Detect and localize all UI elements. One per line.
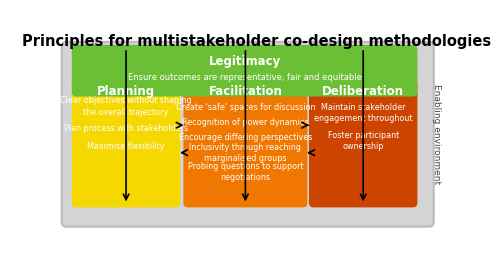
FancyBboxPatch shape (184, 79, 308, 207)
Text: Enabling environment: Enabling environment (432, 84, 442, 184)
Text: Clear objectives without shaping
the overall trajectory: Clear objectives without shaping the ove… (60, 97, 192, 117)
FancyBboxPatch shape (72, 79, 180, 207)
Text: Plan process with stakeholders: Plan process with stakeholders (64, 124, 188, 133)
Text: Foster participant
ownership: Foster participant ownership (328, 131, 399, 151)
Text: Probing questions to support
negotiations: Probing questions to support negotiation… (188, 162, 303, 182)
Text: Encourage differing perspectives: Encourage differing perspectives (178, 133, 312, 142)
Text: Maintain stakeholder
engagement throughout: Maintain stakeholder engagement througho… (314, 103, 412, 123)
Text: Ensure outcomes are representative, fair and equitable: Ensure outcomes are representative, fair… (128, 73, 362, 82)
Text: Inclusivity through reaching
marginalised groups: Inclusivity through reaching marginalise… (190, 143, 302, 163)
Text: Deliberation: Deliberation (322, 85, 404, 98)
Text: Recognition of power dynamics: Recognition of power dynamics (182, 118, 308, 127)
Text: Maximise flexibility: Maximise flexibility (88, 142, 165, 151)
FancyBboxPatch shape (309, 79, 418, 207)
Text: Legitimacy: Legitimacy (208, 55, 281, 68)
FancyBboxPatch shape (72, 45, 418, 97)
FancyBboxPatch shape (62, 42, 434, 227)
Text: Planning: Planning (97, 85, 155, 98)
Text: Principles for multistakeholder co-design methodologies: Principles for multistakeholder co-desig… (22, 34, 491, 49)
Text: Facilitation: Facilitation (208, 85, 282, 98)
Text: Create ‘safe’ spaces for discussion: Create ‘safe’ spaces for discussion (176, 103, 315, 112)
